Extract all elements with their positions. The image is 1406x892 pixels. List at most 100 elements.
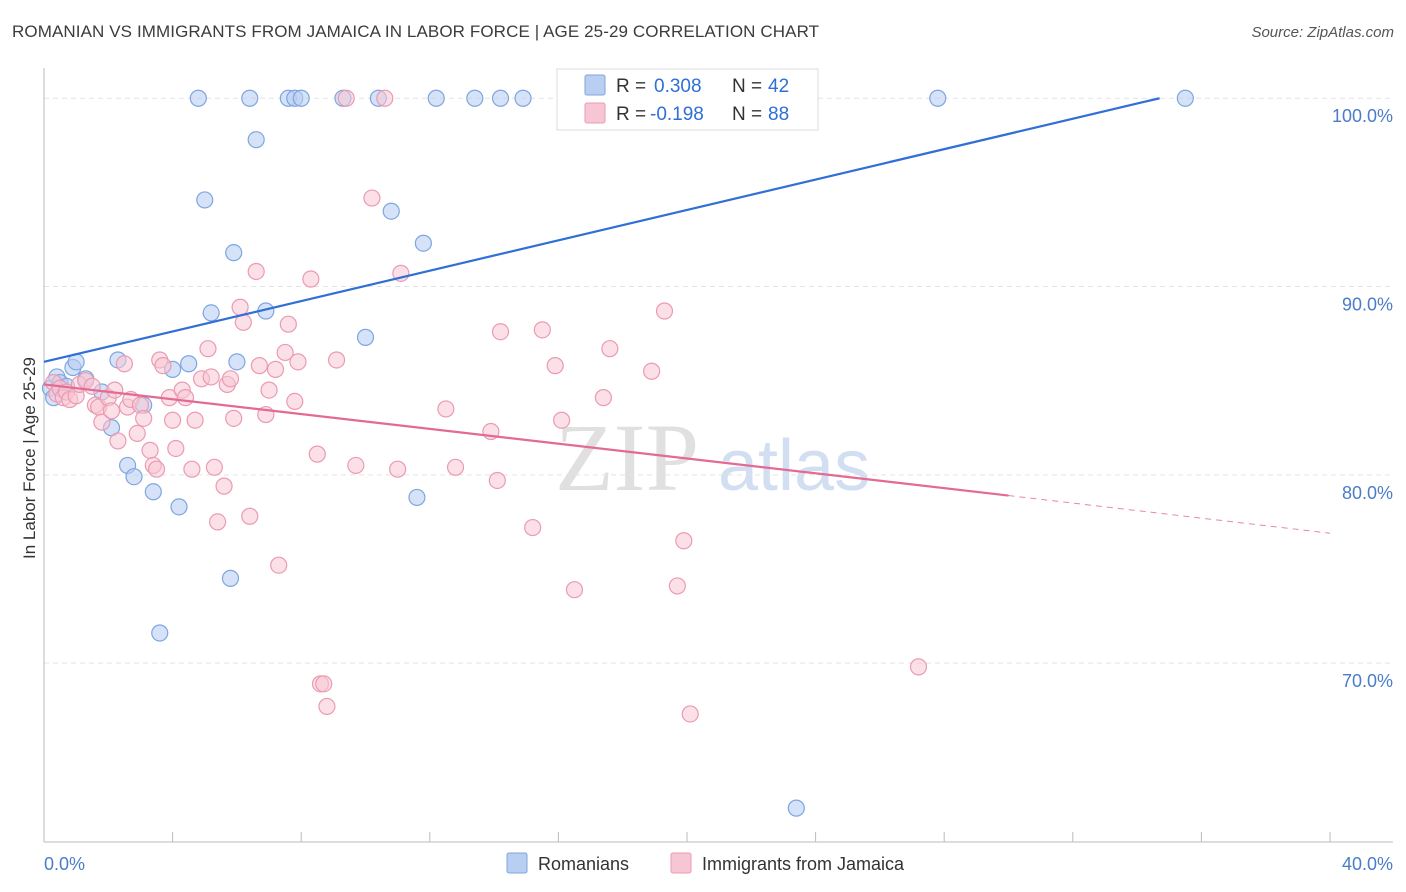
- grid-lines: [44, 97, 1393, 664]
- jamaica-point: [909, 658, 928, 676]
- jamaica-point: [115, 355, 133, 373]
- romanians-trend-line: [43, 97, 1160, 363]
- romanians-point: [189, 89, 207, 107]
- romanians-point: [382, 202, 400, 220]
- jamaica-point: [93, 413, 111, 431]
- bottom-legend-jamaica: Immigrants from Jamaica: [702, 854, 905, 874]
- jamaica-point: [315, 675, 333, 693]
- romanians-point: [202, 304, 220, 322]
- jamaica-point: [675, 532, 693, 550]
- bottom-legend-romanians: Romanians: [538, 854, 629, 874]
- romanians-point: [427, 89, 445, 107]
- legend-n-value-romanians: 42: [768, 76, 789, 97]
- romanians-point: [151, 624, 169, 642]
- jamaica-point: [147, 460, 166, 478]
- legend-n-label-jamaica: N =: [732, 104, 762, 125]
- bottom-legend-swatch-jamaica: [670, 852, 692, 874]
- jamaica-point: [154, 357, 172, 375]
- bottom-legend-swatch-romanians: [506, 852, 528, 874]
- legend-r-label-romanians: R =: [616, 76, 646, 97]
- jamaica-point: [202, 368, 220, 386]
- y-axis-title: In Labor Force | Age 25-29: [20, 357, 39, 559]
- jamaica-point: [524, 518, 542, 537]
- jamaica-point: [302, 270, 320, 288]
- jamaica-point: [289, 353, 307, 371]
- jamaica-point: [643, 362, 661, 380]
- jamaica-point: [266, 360, 285, 378]
- source-label: Source: ZipAtlas.com: [1251, 24, 1394, 41]
- romanians-point: [170, 498, 188, 516]
- romanians-point: [228, 353, 246, 371]
- jamaica-point: [209, 513, 227, 531]
- romanians-point: [466, 89, 484, 107]
- jamaica-point: [668, 577, 686, 595]
- y-tick-label-90: 90.0%: [1342, 295, 1393, 315]
- romanians-point: [408, 488, 426, 507]
- y-tick-label-80: 80.0%: [1342, 483, 1393, 503]
- jamaica-point: [205, 458, 223, 476]
- jamaica-point: [488, 471, 506, 490]
- romanians-point: [225, 244, 243, 262]
- jamaica-point: [681, 705, 699, 723]
- jamaica-point: [308, 445, 326, 463]
- jamaica-point: [553, 411, 571, 429]
- jamaica-point: [601, 340, 619, 358]
- legend-r-value-jamaica: -0.198: [650, 104, 704, 125]
- jamaica-point: [135, 409, 153, 427]
- jamaica-point: [109, 432, 127, 450]
- jamaica-point: [128, 424, 146, 443]
- jamaica-point: [247, 262, 265, 281]
- jamaica-point: [167, 439, 185, 458]
- romanians-point: [196, 191, 214, 209]
- jamaica-point: [437, 400, 455, 418]
- x-tick-label-max: 40.0%: [1342, 854, 1393, 874]
- jamaica-trend-line-extension: [1008, 495, 1331, 534]
- jamaica-point: [565, 581, 584, 599]
- jamaica-point: [594, 389, 613, 407]
- jamaica-point: [221, 370, 240, 388]
- romanians-point: [1176, 89, 1194, 107]
- jamaica-point: [655, 302, 674, 320]
- romanians-point: [247, 131, 265, 149]
- jamaica-point: [250, 357, 269, 375]
- y-tick-label-70: 70.0%: [1342, 671, 1393, 691]
- romanians-point: [414, 234, 432, 252]
- chart-title: ROMANIAN VS IMMIGRANTS FROM JAMAICA IN L…: [12, 22, 820, 41]
- watermark-atlas: atlas: [718, 426, 870, 506]
- legend-n-value-jamaica: 88: [768, 104, 789, 125]
- x-tick-label-min: 0.0%: [44, 854, 85, 874]
- jamaica-point: [231, 298, 249, 316]
- jamaica-point: [241, 507, 259, 525]
- legend-r-value-romanians: 0.308: [654, 76, 702, 97]
- jamaica-point: [225, 409, 243, 427]
- romanians-point: [180, 355, 198, 373]
- y-tick-label-100: 100.0%: [1332, 106, 1393, 126]
- trend-lines: [43, 97, 1331, 534]
- romanians-point: [787, 799, 805, 817]
- romanians-point: [292, 89, 310, 107]
- jamaica-point: [533, 321, 551, 339]
- jamaica-point: [141, 441, 159, 459]
- jamaica-point: [276, 343, 294, 362]
- legend-swatch-romanians: [584, 74, 606, 96]
- jamaica-point: [199, 340, 217, 358]
- romanians-point: [514, 89, 532, 107]
- romanians-point: [221, 569, 240, 587]
- jamaica-point: [546, 357, 564, 375]
- romanians-point: [356, 328, 375, 346]
- jamaica-point: [491, 323, 510, 341]
- jamaica-point: [286, 392, 304, 410]
- jamaica-point: [376, 89, 394, 107]
- legend-r-label-jamaica: R =: [616, 104, 646, 125]
- jamaica-trend-line: [43, 383, 1009, 497]
- jamaica-point: [270, 556, 288, 574]
- romanians-point: [144, 483, 162, 501]
- jamaica-point: [83, 377, 101, 395]
- jamaica-point: [318, 697, 336, 716]
- jamaica-point: [164, 411, 182, 429]
- jamaica-point: [389, 460, 407, 478]
- romanians-point: [125, 468, 143, 486]
- jamaica-point: [260, 381, 278, 399]
- jamaica-point: [183, 460, 201, 478]
